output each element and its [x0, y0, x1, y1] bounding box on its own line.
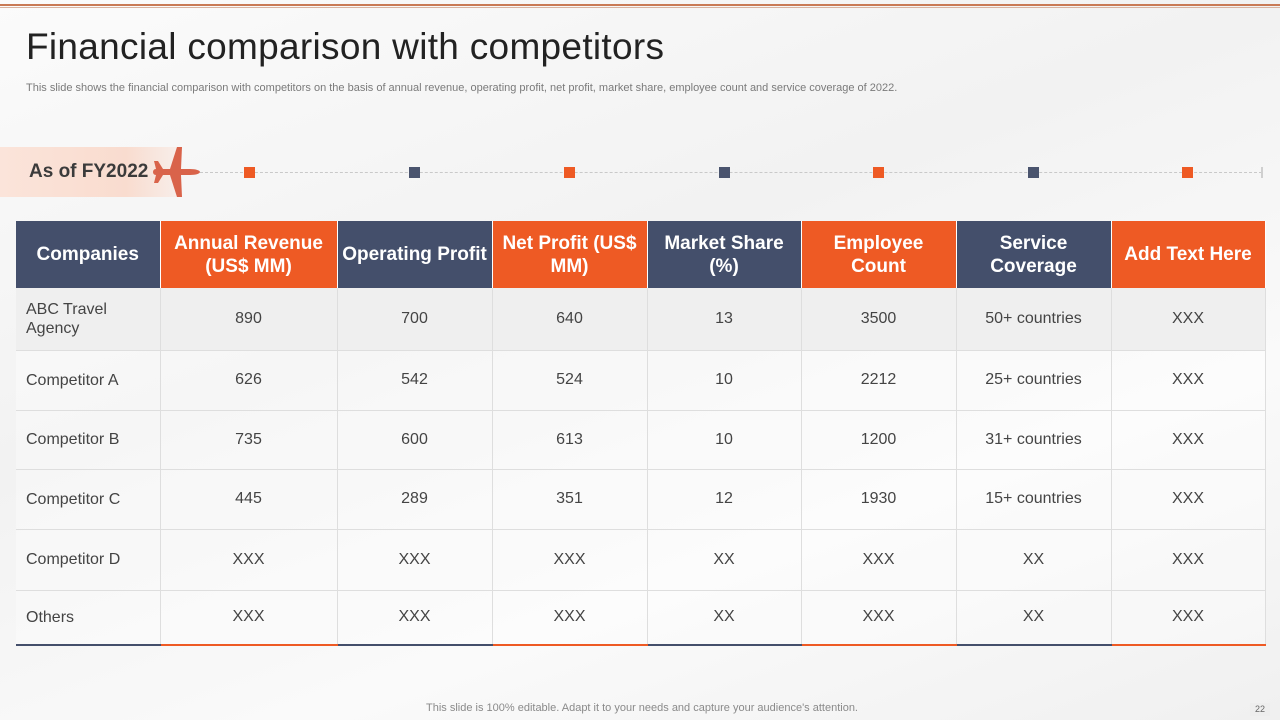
table-cell: XX — [647, 529, 802, 591]
table-cell: 1200 — [801, 410, 957, 470]
table-cell: XXX — [337, 590, 493, 646]
header-add-text: Add Text Here — [1111, 221, 1266, 288]
company-name-cell: Competitor B — [16, 410, 161, 470]
table-cell: 890 — [160, 288, 338, 351]
table-row: Competitor B 735 600 613 10 1200 31+ cou… — [16, 410, 1266, 470]
header-companies: Companies — [16, 221, 161, 288]
table-cell: XXX — [801, 529, 957, 591]
table-row: Others XXX XXX XXX XX XXX XX XXX — [16, 590, 1266, 646]
company-name-cell: Competitor C — [16, 469, 161, 530]
comparison-table: Companies Annual Revenue (US$ MM) Operat… — [16, 221, 1266, 646]
table-cell: XXX — [801, 590, 957, 646]
slide-title: Financial comparison with competitors — [26, 26, 665, 67]
timeline-marker — [244, 167, 255, 178]
table-cell: XXX — [492, 529, 648, 591]
table-cell: 613 — [492, 410, 648, 470]
table-cell: XXX — [160, 529, 338, 591]
table-cell: 600 — [337, 410, 493, 470]
header-service-coverage: Service Coverage — [956, 221, 1112, 288]
timeline-marker — [1028, 167, 1039, 178]
slide-subtitle: This slide shows the financial compariso… — [26, 82, 898, 94]
header-employee-count: Employee Count — [801, 221, 957, 288]
timeline-end-marker — [1261, 167, 1263, 178]
table-cell: 31+ countries — [956, 410, 1112, 470]
company-name-cell: Competitor A — [16, 350, 161, 411]
fy-label-band — [0, 147, 180, 197]
timeline-marker — [1182, 167, 1193, 178]
table-cell: XXX — [1111, 590, 1266, 646]
table-cell: 3500 — [801, 288, 957, 351]
table-cell: 445 — [160, 469, 338, 530]
table-cell: 735 — [160, 410, 338, 470]
table-cell: 50+ countries — [956, 288, 1112, 351]
timeline-marker — [409, 167, 420, 178]
table-cell: XX — [956, 529, 1112, 591]
table-cell: 12 — [647, 469, 802, 530]
header-market-share: Market Share (%) — [647, 221, 802, 288]
top-accent-line — [0, 4, 1280, 6]
table-cell: XXX — [160, 590, 338, 646]
fy-label: As of FY2022 — [29, 161, 149, 182]
table-cell: XX — [956, 590, 1112, 646]
table-cell: 700 — [337, 288, 493, 351]
table-cell: XX — [647, 590, 802, 646]
table-cell: 626 — [160, 350, 338, 411]
table-cell: 10 — [647, 410, 802, 470]
table-row: ABC Travel Agency 890 700 640 13 3500 50… — [16, 288, 1266, 351]
table-cell: 15+ countries — [956, 469, 1112, 530]
table-cell: XXX — [1111, 410, 1266, 470]
table-cell: 2212 — [801, 350, 957, 411]
table-cell: 542 — [337, 350, 493, 411]
table-cell: XXX — [1111, 288, 1266, 351]
table-cell: 25+ countries — [956, 350, 1112, 411]
header-annual-revenue: Annual Revenue (US$ MM) — [160, 221, 338, 288]
timeline-line — [200, 172, 1262, 173]
table-cell: 524 — [492, 350, 648, 411]
header-operating-profit: Operating Profit — [337, 221, 493, 288]
table-cell: XXX — [1111, 529, 1266, 591]
airplane-icon — [153, 147, 200, 197]
header-net-profit: Net Profit (US$ MM) — [492, 221, 648, 288]
table-cell: 289 — [337, 469, 493, 530]
page-number: 22 — [1250, 703, 1270, 716]
table-row: Competitor D XXX XXX XXX XX XXX XX XXX — [16, 529, 1266, 591]
table-cell: 351 — [492, 469, 648, 530]
table-cell: 13 — [647, 288, 802, 351]
table-cell: XXX — [1111, 350, 1266, 411]
timeline-marker — [719, 167, 730, 178]
table-cell: 640 — [492, 288, 648, 351]
company-name-cell: Competitor D — [16, 529, 161, 591]
table-header-row: Companies Annual Revenue (US$ MM) Operat… — [16, 221, 1266, 288]
table-cell: 10 — [647, 350, 802, 411]
table-cell: 1930 — [801, 469, 957, 530]
timeline-marker — [564, 167, 575, 178]
table-row: Competitor C 445 289 351 12 1930 15+ cou… — [16, 469, 1266, 530]
company-name-cell: Others — [16, 590, 161, 646]
table-row: Competitor A 626 542 524 10 2212 25+ cou… — [16, 350, 1266, 411]
footer-note: This slide is 100% editable. Adapt it to… — [426, 702, 858, 714]
top-accent-line-thin — [0, 7, 1280, 8]
timeline-marker — [873, 167, 884, 178]
company-name-cell: ABC Travel Agency — [16, 288, 161, 351]
table-cell: XXX — [1111, 469, 1266, 530]
table-cell: XXX — [492, 590, 648, 646]
table-cell: XXX — [337, 529, 493, 591]
